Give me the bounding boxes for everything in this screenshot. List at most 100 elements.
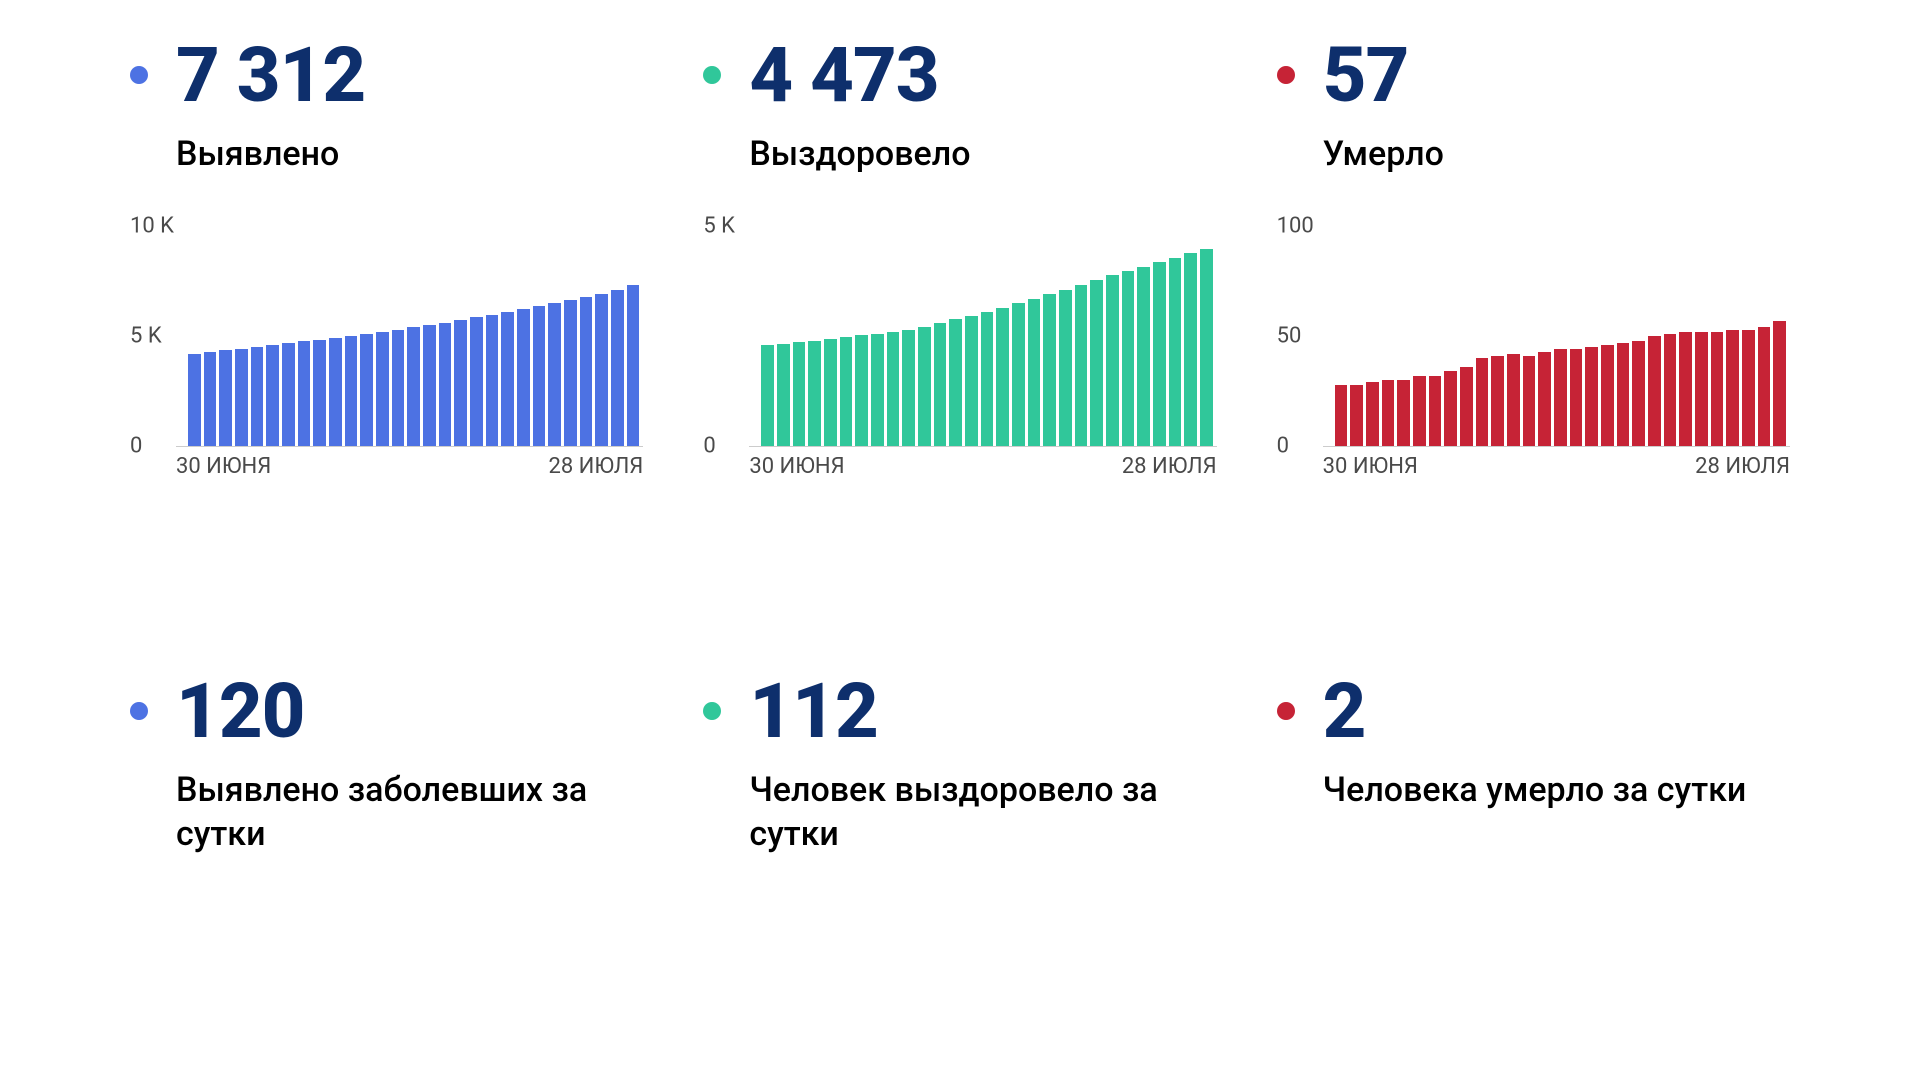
bar (1632, 341, 1645, 447)
top-stats-row: 7 312 Выявлено 10 K5 K030 ИЮНЯ28 ИЮЛЯ 4 … (130, 30, 1790, 506)
bar (1617, 343, 1630, 446)
bar (1570, 349, 1583, 446)
stat-label-recovered: Выздоровело (749, 132, 1216, 176)
stat-label-detected: Выявлено (176, 132, 643, 176)
x-axis-labels: 30 ИЮНЯ28 ИЮЛЯ (176, 454, 643, 479)
bar (501, 312, 514, 446)
chart-plot-area: 100500 (1277, 226, 1790, 446)
bar (1554, 349, 1567, 446)
dot-icon (703, 702, 721, 720)
x-start-label: 30 ИЮНЯ (176, 454, 271, 479)
bar (1413, 376, 1426, 446)
bar (266, 345, 279, 446)
bar (454, 320, 467, 446)
bar (981, 312, 994, 446)
bar (533, 306, 546, 446)
stat-header: 2 (1277, 666, 1790, 756)
stat-header: 57 (1277, 30, 1790, 120)
dot-icon (1277, 702, 1295, 720)
bar (470, 317, 483, 446)
baseline (1323, 446, 1790, 447)
bar (1679, 332, 1692, 446)
bar (282, 343, 295, 446)
bar (1200, 249, 1213, 446)
bar (1184, 253, 1197, 446)
stat-value-detected: 7 312 (176, 30, 365, 120)
chart-plot-area: 10 K5 K0 (130, 226, 643, 446)
bar (1059, 290, 1072, 447)
bar (887, 332, 900, 446)
bar (1444, 371, 1457, 446)
y-tick-label: 0 (130, 434, 142, 459)
bar (902, 330, 915, 447)
bar (407, 327, 420, 446)
bar (1460, 367, 1473, 446)
bar (1742, 330, 1755, 447)
bar (423, 325, 436, 446)
bar (219, 350, 232, 446)
y-tick-label: 5 K (130, 324, 162, 349)
bar (761, 345, 774, 446)
bar (1169, 258, 1182, 446)
bar (1366, 382, 1379, 446)
bar (595, 294, 608, 446)
stat-value-recovered: 4 473 (749, 30, 938, 120)
bar (1664, 334, 1677, 446)
bar (855, 335, 868, 446)
x-end-label: 28 ИЮЛЯ (1695, 454, 1790, 479)
stats-dashboard: 7 312 Выявлено 10 K5 K030 ИЮНЯ28 ИЮЛЯ 4 … (0, 0, 1920, 1080)
y-tick-label: 10 K (130, 214, 174, 239)
bar (1726, 330, 1739, 447)
stat-card-detected-daily: 120 Выявлено заболевших за сутки (130, 666, 643, 856)
bottom-stats-row: 120 Выявлено заболевших за сутки 112 Чел… (130, 666, 1790, 856)
bar (824, 339, 837, 446)
bar (1476, 358, 1489, 446)
bar (548, 303, 561, 446)
bar (235, 349, 248, 447)
stat-value-deaths-daily: 2 (1323, 666, 1366, 756)
bar (1137, 267, 1150, 447)
bar (793, 342, 806, 446)
stat-header: 7 312 (130, 30, 643, 120)
chart-plot-area: 5 K0 (703, 226, 1216, 446)
bar (1491, 356, 1504, 446)
bar (345, 336, 358, 446)
stat-value-recovered-daily: 112 (749, 666, 877, 756)
stat-header: 120 (130, 666, 643, 756)
chart-deaths: 10050030 ИЮНЯ28 ИЮЛЯ (1277, 226, 1790, 506)
bar (1711, 332, 1724, 446)
stat-value-detected-daily: 120 (176, 666, 304, 756)
bar (1043, 294, 1056, 446)
stat-label-deaths-daily: Человека умерло за сутки (1323, 768, 1790, 812)
dot-icon (130, 66, 148, 84)
bar (439, 323, 452, 447)
x-end-label: 28 ИЮЛЯ (1122, 454, 1217, 479)
y-tick-label: 50 (1277, 324, 1302, 349)
bar (1153, 262, 1166, 446)
bar (580, 297, 593, 446)
bar (1350, 385, 1363, 447)
bar (329, 338, 342, 446)
bar (965, 316, 978, 446)
bar (1585, 347, 1598, 446)
bar (360, 334, 373, 446)
bar (1106, 275, 1119, 446)
bar (1090, 280, 1103, 446)
bar (1523, 356, 1536, 446)
bar (918, 327, 931, 447)
bar (313, 340, 326, 446)
dot-icon (703, 66, 721, 84)
stat-label-deaths: Умерло (1323, 132, 1790, 176)
bar (777, 344, 790, 447)
stat-header: 4 473 (703, 30, 1216, 120)
bar (627, 285, 640, 446)
stat-card-deaths-daily: 2 Человека умерло за сутки (1277, 666, 1790, 856)
x-axis-labels: 30 ИЮНЯ28 ИЮЛЯ (749, 454, 1216, 479)
bar (1758, 327, 1771, 446)
bar (1028, 299, 1041, 446)
bar (1122, 271, 1135, 446)
baseline (749, 446, 1216, 447)
baseline (176, 446, 643, 447)
stat-card-detected: 7 312 Выявлено 10 K5 K030 ИЮНЯ28 ИЮЛЯ (130, 30, 643, 506)
bar (1601, 345, 1614, 446)
